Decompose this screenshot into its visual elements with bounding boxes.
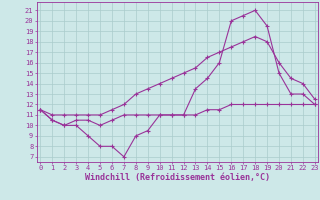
X-axis label: Windchill (Refroidissement éolien,°C): Windchill (Refroidissement éolien,°C) <box>85 173 270 182</box>
